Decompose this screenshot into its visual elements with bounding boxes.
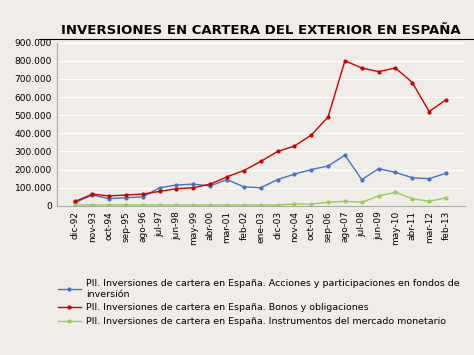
PII. Inversiones de cartera en España. Bonos y obligaciones xyxy=(325,115,331,119)
PII. Inversiones de cartera en España. Instrumentos del mercado monetario xyxy=(123,203,129,207)
PII. Inversiones de cartera en España. Bonos y obligaciones xyxy=(275,149,281,154)
PII. Inversiones de cartera en España. Bonos y obligaciones xyxy=(292,144,297,148)
PII. Inversiones de cartera en España. Acciones y participaciones en fondos de
inversión xyxy=(90,193,95,197)
PII. Inversiones de cartera en España. Instrumentos del mercado monetario xyxy=(173,203,179,207)
PII. Inversiones de cartera en España. Instrumentos del mercado monetario xyxy=(191,203,196,207)
PII. Inversiones de cartera en España. Bonos y obligaciones xyxy=(241,168,246,173)
PII. Inversiones de cartera en España. Bonos y obligaciones xyxy=(342,59,348,63)
Line: PII. Inversiones de cartera en España. Instrumentos del mercado monetario: PII. Inversiones de cartera en España. I… xyxy=(74,191,447,206)
PII. Inversiones de cartera en España. Acciones y participaciones en fondos de
inversión xyxy=(73,200,78,204)
PII. Inversiones de cartera en España. Acciones y participaciones en fondos de
inversión xyxy=(342,153,348,157)
Legend: PII. Inversiones de cartera en España. Acciones y participaciones en fondos de
i: PII. Inversiones de cartera en España. A… xyxy=(57,279,459,326)
PII. Inversiones de cartera en España. Instrumentos del mercado monetario xyxy=(325,200,331,204)
PII. Inversiones de cartera en España. Acciones y participaciones en fondos de
inversión xyxy=(207,184,213,188)
PII. Inversiones de cartera en España. Instrumentos del mercado monetario xyxy=(224,203,230,207)
PII. Inversiones de cartera en España. Instrumentos del mercado monetario xyxy=(426,199,432,203)
PII. Inversiones de cartera en España. Acciones y participaciones en fondos de
inversión xyxy=(392,170,398,174)
PII. Inversiones de cartera en España. Instrumentos del mercado monetario xyxy=(443,196,449,200)
PII. Inversiones de cartera en España. Instrumentos del mercado monetario xyxy=(241,203,246,207)
PII. Inversiones de cartera en España. Bonos y obligaciones xyxy=(359,66,365,70)
Title: INVERSIONES EN CARTERA DEL EXTERIOR EN ESPAÑA: INVERSIONES EN CARTERA DEL EXTERIOR EN E… xyxy=(61,24,461,37)
PII. Inversiones de cartera en España. Instrumentos del mercado monetario xyxy=(106,203,112,207)
PII. Inversiones de cartera en España. Acciones y participaciones en fondos de
inversión xyxy=(241,185,246,189)
PII. Inversiones de cartera en España. Bonos y obligaciones xyxy=(309,133,314,137)
Line: PII. Inversiones de cartera en España. Bonos y obligaciones: PII. Inversiones de cartera en España. B… xyxy=(74,59,447,203)
PII. Inversiones de cartera en España. Bonos y obligaciones xyxy=(191,186,196,190)
PII. Inversiones de cartera en España. Instrumentos del mercado monetario xyxy=(90,203,95,207)
PII. Inversiones de cartera en España. Acciones y participaciones en fondos de
inversión xyxy=(359,178,365,182)
PII. Inversiones de cartera en España. Acciones y participaciones en fondos de
inversión xyxy=(309,168,314,172)
PII. Inversiones de cartera en España. Bonos y obligaciones xyxy=(426,109,432,114)
PII. Inversiones de cartera en España. Acciones y participaciones en fondos de
inversión xyxy=(258,186,264,190)
PII. Inversiones de cartera en España. Instrumentos del mercado monetario xyxy=(309,202,314,206)
PII. Inversiones de cartera en España. Acciones y participaciones en fondos de
inversión xyxy=(123,196,129,200)
PII. Inversiones de cartera en España. Instrumentos del mercado monetario xyxy=(392,190,398,195)
PII. Inversiones de cartera en España. Bonos y obligaciones xyxy=(157,189,163,193)
PII. Inversiones de cartera en España. Acciones y participaciones en fondos de
inversión xyxy=(106,197,112,201)
PII. Inversiones de cartera en España. Bonos y obligaciones xyxy=(73,199,78,203)
Line: PII. Inversiones de cartera en España. Acciones y participaciones en fondos de
inversión: PII. Inversiones de cartera en España. A… xyxy=(74,154,447,204)
PII. Inversiones de cartera en España. Instrumentos del mercado monetario xyxy=(275,203,281,207)
PII. Inversiones de cartera en España. Bonos y obligaciones xyxy=(207,182,213,186)
PII. Inversiones de cartera en España. Instrumentos del mercado monetario xyxy=(140,203,146,207)
PII. Inversiones de cartera en España. Acciones y participaciones en fondos de
inversión xyxy=(292,172,297,176)
PII. Inversiones de cartera en España. Bonos y obligaciones xyxy=(443,98,449,102)
PII. Inversiones de cartera en España. Acciones y participaciones en fondos de
inversión xyxy=(275,178,281,182)
PII. Inversiones de cartera en España. Acciones y participaciones en fondos de
inversión xyxy=(426,176,432,181)
PII. Inversiones de cartera en España. Acciones y participaciones en fondos de
inversión xyxy=(376,166,382,171)
PII. Inversiones de cartera en España. Instrumentos del mercado monetario xyxy=(73,203,78,207)
PII. Inversiones de cartera en España. Bonos y obligaciones xyxy=(410,80,415,84)
PII. Inversiones de cartera en España. Acciones y participaciones en fondos de
inversión xyxy=(224,178,230,182)
PII. Inversiones de cartera en España. Instrumentos del mercado monetario xyxy=(376,194,382,198)
PII. Inversiones de cartera en España. Instrumentos del mercado monetario xyxy=(157,203,163,207)
PII. Inversiones de cartera en España. Acciones y participaciones en fondos de
inversión xyxy=(173,183,179,187)
PII. Inversiones de cartera en España. Bonos y obligaciones xyxy=(376,70,382,74)
PII. Inversiones de cartera en España. Bonos y obligaciones xyxy=(90,192,95,196)
PII. Inversiones de cartera en España. Acciones y participaciones en fondos de
inversión xyxy=(140,195,146,199)
PII. Inversiones de cartera en España. Instrumentos del mercado monetario xyxy=(292,202,297,206)
PII. Inversiones de cartera en España. Instrumentos del mercado monetario xyxy=(410,197,415,201)
PII. Inversiones de cartera en España. Bonos y obligaciones xyxy=(173,186,179,191)
PII. Inversiones de cartera en España. Instrumentos del mercado monetario xyxy=(359,200,365,204)
PII. Inversiones de cartera en España. Bonos y obligaciones xyxy=(258,159,264,164)
PII. Inversiones de cartera en España. Acciones y participaciones en fondos de
inversión xyxy=(191,182,196,186)
PII. Inversiones de cartera en España. Instrumentos del mercado monetario xyxy=(342,199,348,203)
PII. Inversiones de cartera en España. Acciones y participaciones en fondos de
inversión xyxy=(410,176,415,180)
PII. Inversiones de cartera en España. Bonos y obligaciones xyxy=(106,194,112,198)
PII. Inversiones de cartera en España. Acciones y participaciones en fondos de
inversión xyxy=(157,186,163,190)
PII. Inversiones de cartera en España. Instrumentos del mercado monetario xyxy=(258,203,264,207)
PII. Inversiones de cartera en España. Bonos y obligaciones xyxy=(392,66,398,70)
PII. Inversiones de cartera en España. Acciones y participaciones en fondos de
inversión xyxy=(325,164,331,168)
PII. Inversiones de cartera en España. Bonos y obligaciones xyxy=(123,193,129,197)
PII. Inversiones de cartera en España. Bonos y obligaciones xyxy=(224,175,230,179)
PII. Inversiones de cartera en España. Bonos y obligaciones xyxy=(140,192,146,196)
PII. Inversiones de cartera en España. Acciones y participaciones en fondos de
inversión xyxy=(443,171,449,175)
PII. Inversiones de cartera en España. Instrumentos del mercado monetario xyxy=(207,203,213,207)
